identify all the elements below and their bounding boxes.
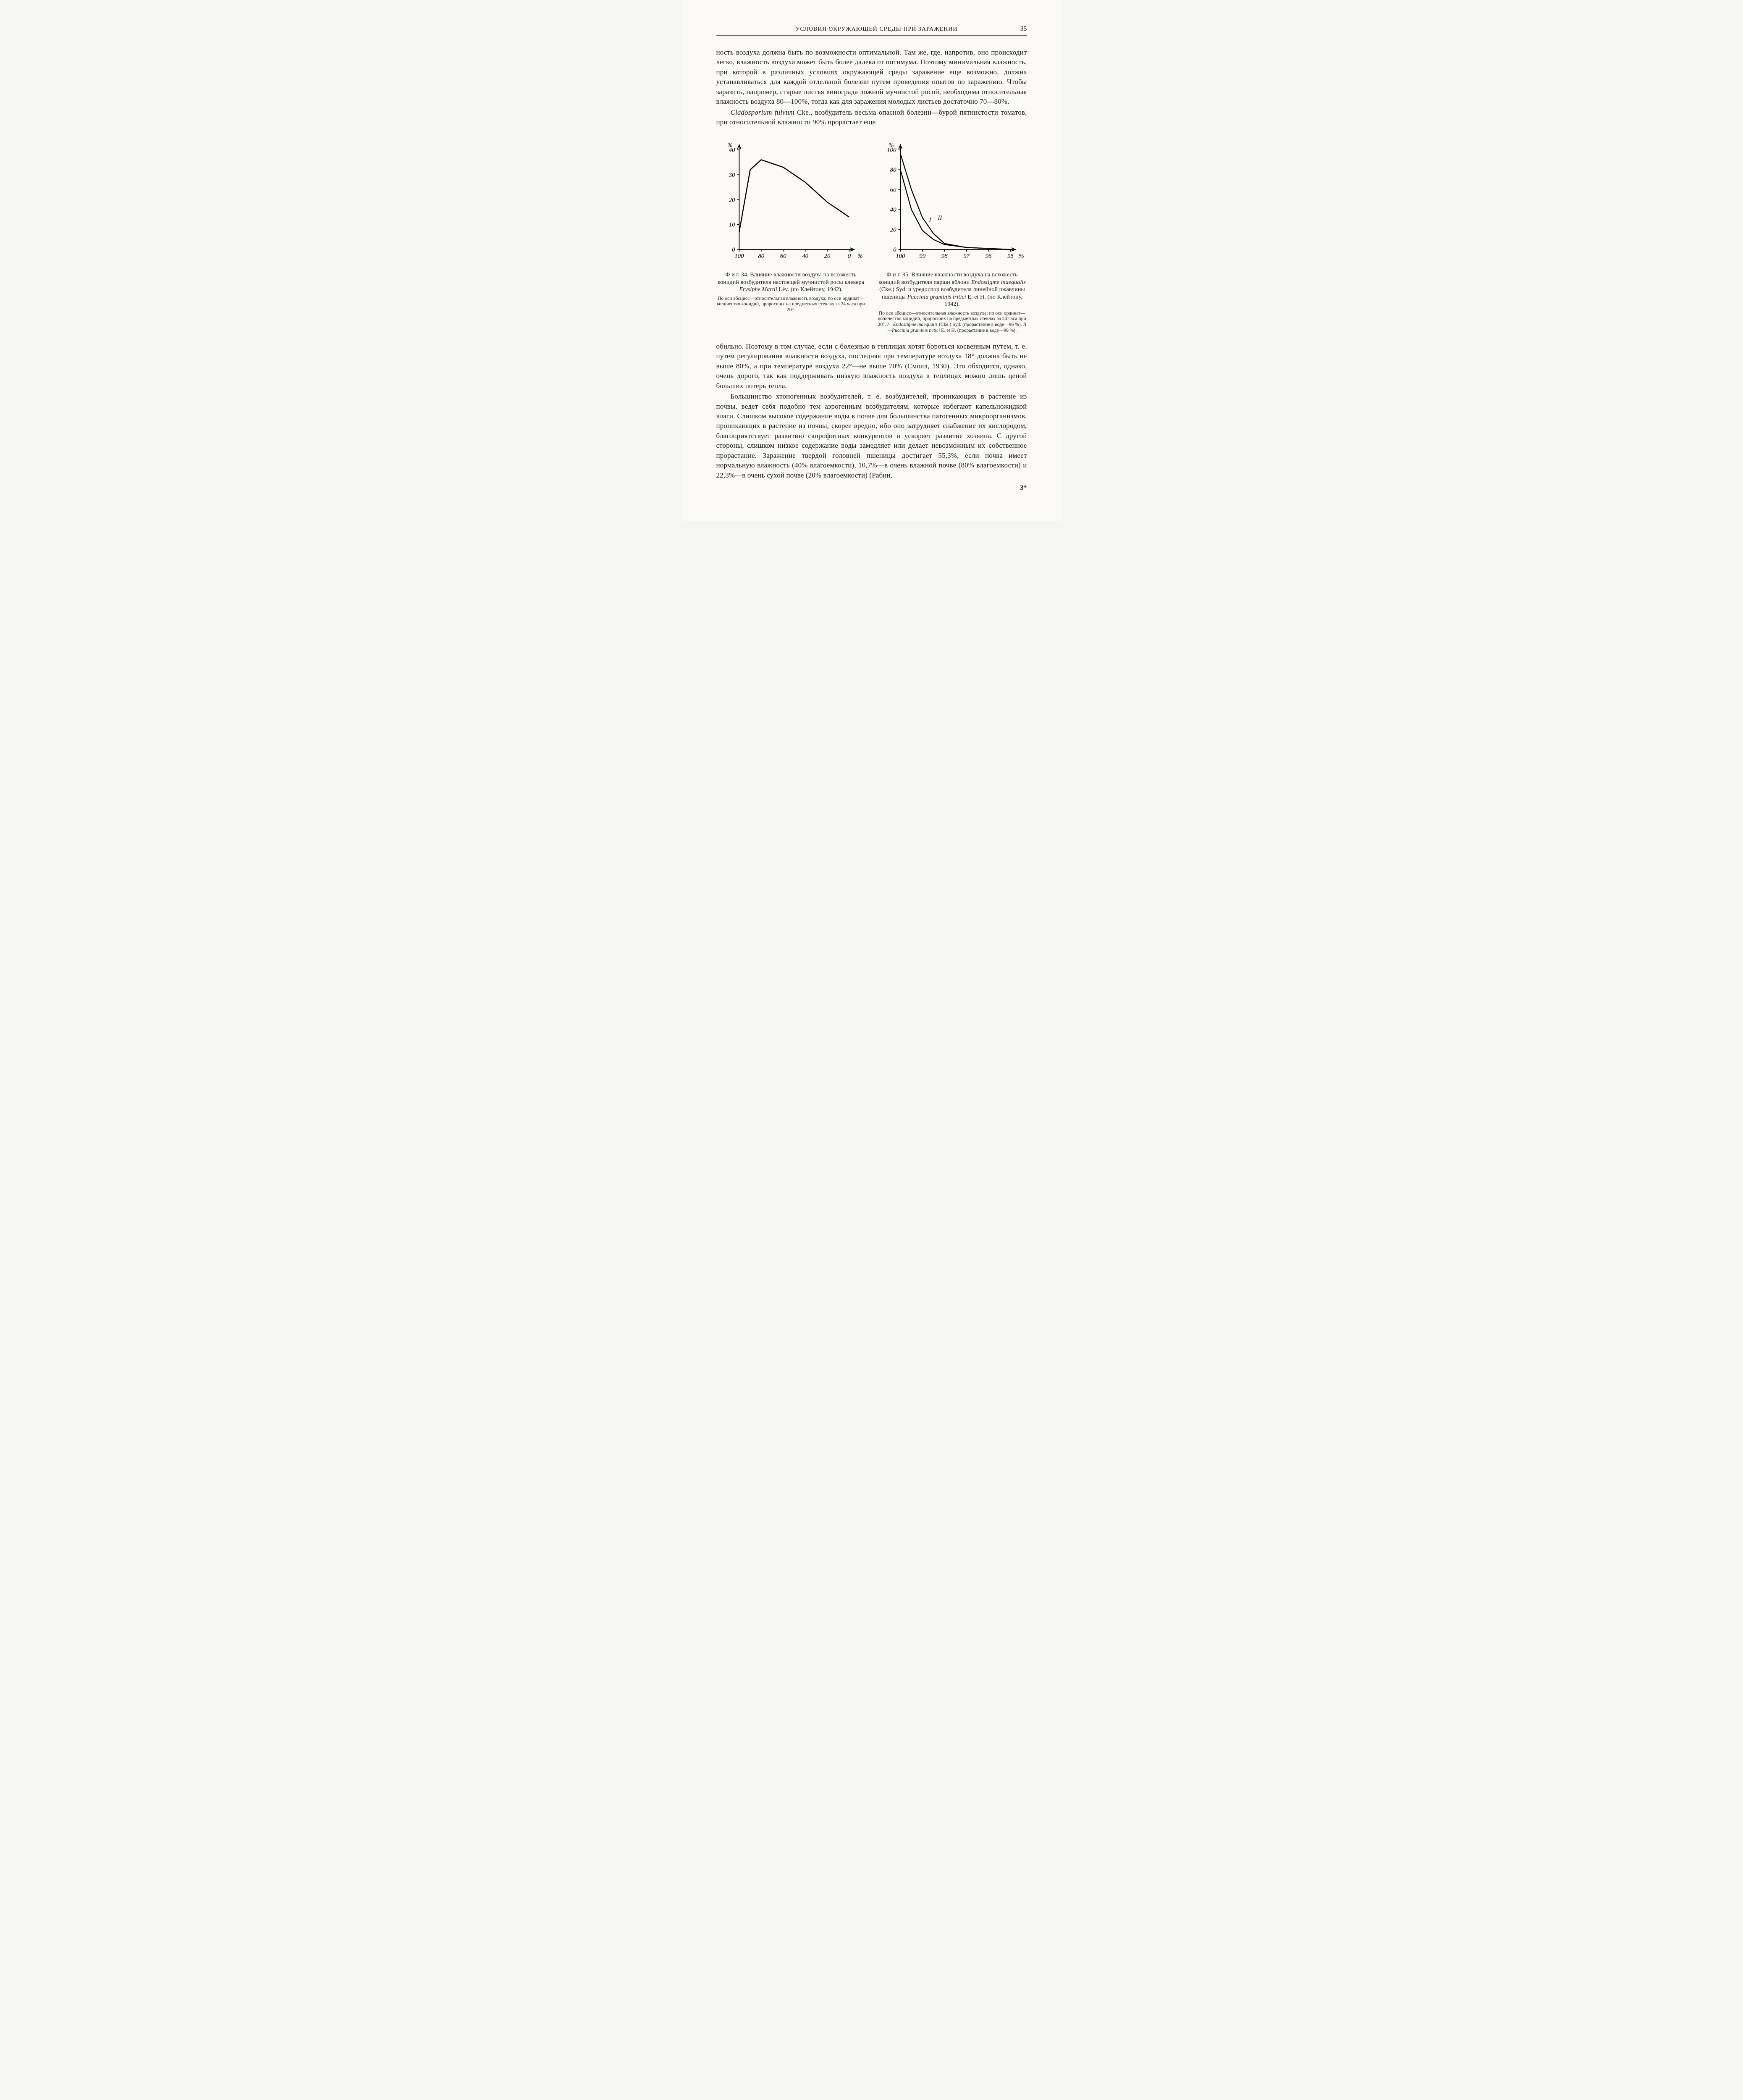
svg-text:100: 100	[896, 252, 905, 259]
svg-text:%: %	[857, 252, 862, 259]
figure-34-chart: 010203040100806040200%%	[716, 137, 866, 268]
figure-35-sub-c: (Cke.) Syd. (прорастание в воде—96 %).	[938, 322, 1023, 327]
svg-text:80: 80	[758, 252, 764, 259]
figure-35-svg: 0204060801001009998979695%%III	[878, 137, 1027, 266]
figure-34-subcaption: По оси абсцисс—относительная влажность в…	[716, 296, 866, 313]
figure-35-caption: Ф и г. 35. Влияние влажности воздуха на …	[878, 271, 1027, 308]
running-head: УСЛОВИЯ ОКРУЖАЮЩЕЙ СРЕДЫ ПРИ ЗАРАЖЕНИИ	[733, 26, 1020, 33]
figure-35: 0204060801001009998979695%%III Ф и г. 35…	[878, 137, 1027, 334]
svg-text:0: 0	[732, 247, 735, 253]
svg-text:20: 20	[824, 252, 830, 259]
svg-text:96: 96	[985, 252, 991, 259]
paragraph-3: обильно. Поэтому в том случае, если с бо…	[716, 341, 1027, 391]
svg-text:20: 20	[890, 226, 896, 233]
svg-text:100: 100	[734, 252, 744, 259]
page: УСЛОВИЯ ОКРУЖАЮЩЕЙ СРЕДЫ ПРИ ЗАРАЖЕНИИ 3…	[683, 0, 1061, 521]
svg-text:60: 60	[890, 186, 896, 193]
figure-35-chart: 0204060801001009998979695%%III	[878, 137, 1027, 268]
figure-35-species-1: Endostigme inaequalis	[971, 279, 1026, 286]
svg-text:%: %	[1019, 252, 1024, 259]
svg-text:30: 30	[728, 172, 735, 178]
figure-35-species-2: Puccinia graminis tritici	[907, 294, 966, 300]
svg-text:40: 40	[802, 252, 808, 259]
svg-text:%: %	[889, 142, 894, 149]
page-header: УСЛОВИЯ ОКРУЖАЮЩЕЙ СРЕДЫ ПРИ ЗАРАЖЕНИИ 3…	[716, 25, 1027, 36]
figure-35-sub-b: I—Endostigme inaequalis	[887, 322, 938, 327]
figure-34-svg: 010203040100806040200%%	[716, 137, 866, 266]
svg-text:97: 97	[963, 252, 970, 259]
figure-34-caption-a: Ф и г. 34. Влияние влажности воздуха на …	[718, 272, 864, 286]
figure-34-species: Erysiphe Martii	[739, 286, 777, 293]
figure-34: 010203040100806040200%% Ф и г. 34. Влиян…	[716, 137, 866, 334]
paragraph-4: Большинство хтоногенных возбудителей, т.…	[716, 391, 1027, 480]
paragraph-2: Cladosporium fulvum Cke., возбудитель ве…	[716, 108, 1027, 127]
figure-34-caption-c: Lév. (по Клейтону, 1942).	[777, 286, 843, 293]
svg-text:0: 0	[893, 247, 896, 253]
figure-34-caption: Ф и г. 34. Влияние влажности воздуха на …	[716, 271, 866, 294]
svg-text:II: II	[937, 214, 942, 221]
figures-row: 0 10 20 30 40 100 80 60 40 20 0%% Ф и г. 34. Влиян…	[716, 137, 1027, 334]
svg-text:60: 60	[780, 252, 786, 259]
svg-text:80: 80	[890, 167, 896, 173]
svg-text:0: 0	[847, 252, 851, 259]
svg-text:I: I	[928, 216, 931, 223]
svg-text:%: %	[727, 142, 732, 149]
paragraph-1: ность воздуха должна быть по возможности…	[716, 47, 1027, 107]
svg-text:99: 99	[919, 252, 925, 259]
species-cladosporium: Cladosporium fulvum	[731, 108, 794, 116]
svg-text:98: 98	[941, 252, 947, 259]
svg-text:10: 10	[729, 221, 735, 228]
svg-text:95: 95	[1007, 252, 1014, 259]
page-number: 35	[1020, 25, 1027, 33]
svg-text:40: 40	[890, 207, 896, 213]
svg-text:20: 20	[729, 197, 735, 203]
figure-35-sub-e: E. et H. (прорастание в воде—99 %).	[940, 328, 1017, 333]
signature-mark: 3*	[716, 484, 1027, 492]
figure-35-subcaption: По оси абсцисс—относительная влажность в…	[878, 311, 1027, 334]
